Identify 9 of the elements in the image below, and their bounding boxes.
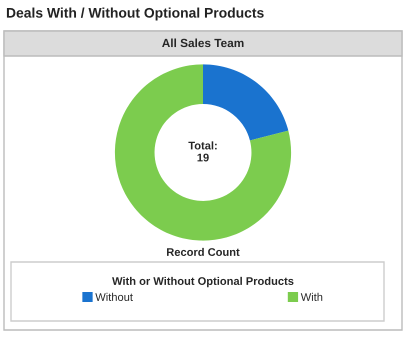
legend-label: Without xyxy=(95,292,133,301)
donut-slice xyxy=(114,64,292,241)
legend-label: With xyxy=(300,292,322,301)
chart-subtitle: All Sales Team xyxy=(162,38,244,48)
text: Total: 19 xyxy=(188,141,217,162)
chart-title: Deals With / Without Optional Products xyxy=(6,8,264,20)
legend-title: With or Without Optional Products xyxy=(112,276,294,288)
text: Record Count xyxy=(167,248,240,256)
donut-slice xyxy=(203,64,288,140)
